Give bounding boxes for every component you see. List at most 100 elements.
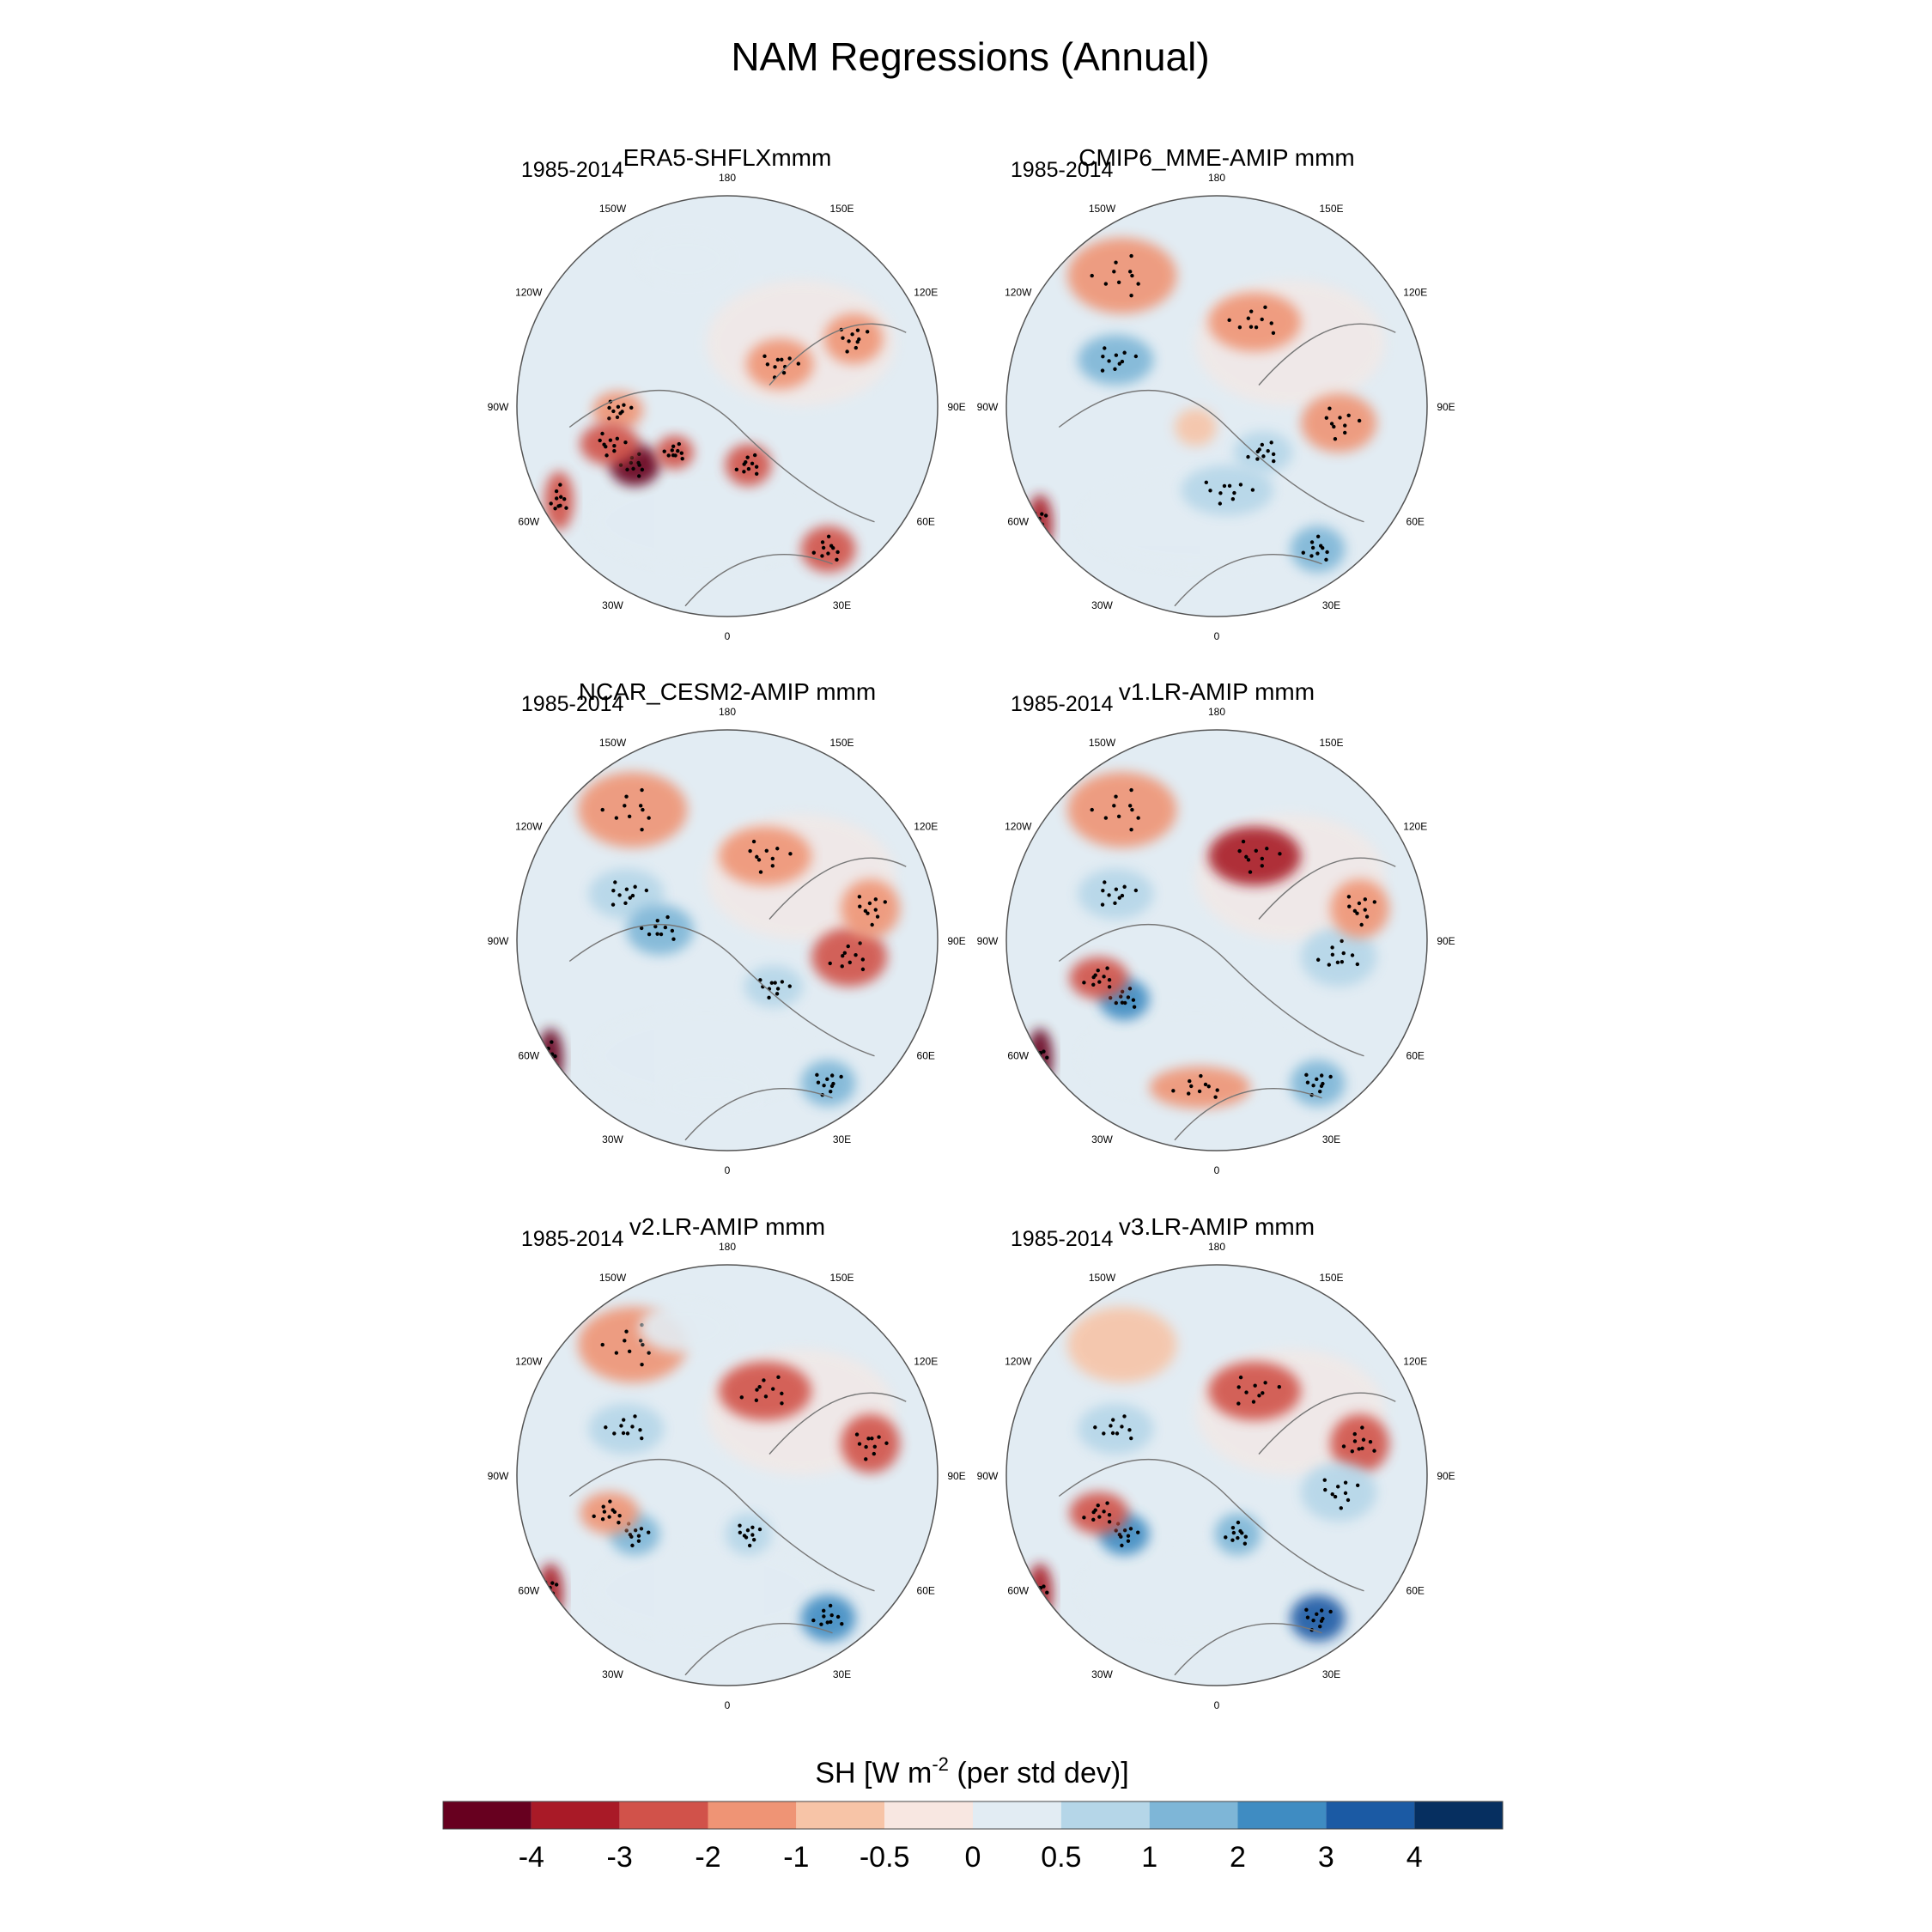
stipple-dot [752,453,757,458]
longitude-label: 30W [1091,1133,1113,1145]
stipple-dot [647,1351,651,1355]
longitude-label: 120E [914,821,938,833]
colorbar-swatch [796,1801,885,1829]
stipple-dot [1338,416,1342,420]
period-label: 1985-2014 [521,692,624,716]
stipple-dot [857,337,861,342]
stipple-dot [1100,902,1105,907]
stipple-dot [625,467,629,472]
colorbar-swatch [1149,1801,1238,1829]
stipple-dot [1114,887,1119,891]
stipple-dot [758,978,762,982]
stipple-dot [757,1527,762,1532]
stipple-dot [615,415,620,420]
stipple-dot [825,1077,829,1081]
anomaly-region [639,1303,732,1353]
stipple-dot [1189,1084,1194,1089]
longitude-label: 150E [1319,1272,1343,1284]
stipple-dot [1318,1090,1322,1094]
stipple-dot [820,554,824,558]
stipple-dot [780,357,784,362]
stipple-dot [829,544,834,548]
stipple-dot [550,1581,555,1585]
map-border [1005,729,1428,1151]
stipple-dot [1329,422,1334,426]
stipple-dot [625,1431,630,1436]
stipple-dot [1120,1425,1124,1429]
stipple-dot [734,467,739,472]
stipple-dot [1236,1401,1241,1406]
stipple-dot [1315,534,1321,538]
stipple-dot [1243,1534,1248,1539]
coastline [1258,323,1396,386]
stipple-dot [811,1618,816,1623]
stipple-dot [1127,270,1133,274]
stipple-dot [1132,1005,1137,1009]
longitude-label: 90E [1437,1470,1455,1482]
coastline [769,323,907,386]
stipple-dot [1105,1501,1109,1505]
stipple-dot [1122,1414,1127,1419]
stipple-dot [1263,305,1267,310]
stipple-dot [629,405,634,410]
map-border [516,1264,939,1686]
longitude-label: 120W [1005,821,1032,833]
stipple-dot [670,928,675,933]
stipple-dot [1321,1081,1325,1086]
anomaly-region [1301,393,1377,453]
stipple-dot [1236,1385,1241,1389]
stipple-dot [1197,1089,1202,1094]
stipple-dot [1036,1059,1041,1064]
stipple-dot [1355,911,1359,915]
stipple-dot [1361,1437,1366,1442]
stipple-dot [1346,895,1352,899]
stipple-dot [1246,454,1250,459]
stipple-dot [1309,554,1314,558]
coastline [1058,923,1364,1057]
stipple-dot [822,1083,826,1088]
longitude-label: 60E [917,1585,935,1597]
anomaly-region [1330,1413,1389,1473]
longitude-label: 30W [1091,1668,1113,1680]
field-band [590,475,823,568]
stipple-dot [1114,794,1118,799]
coastline [1174,1088,1322,1141]
stipple-dot [1091,975,1096,980]
panel-title: CMIP6_MME-AMIP mmm [1078,144,1355,171]
anomaly-region [1301,927,1377,987]
stipple-dot [1244,1390,1249,1394]
stipple-dot [608,1499,612,1504]
colorbar-tick-label: -2 [695,1841,720,1874]
stipple-dot [558,483,562,487]
stipple-dot [746,466,751,471]
stipple-dot [1359,922,1364,927]
anomaly-region [578,772,688,848]
stipple-dot [558,495,563,499]
stipple-dot [1107,977,1112,982]
stipple-dot [855,328,860,332]
stipple-dot [1315,1077,1319,1081]
stipple-dot [1301,550,1305,555]
stipple-dot [828,961,832,966]
stipple-dot [829,1613,834,1618]
colorbar-swatch [1326,1801,1415,1829]
stipple-dot [1227,483,1232,489]
stipple-dot [1363,897,1368,902]
stipple-dot [1341,951,1346,956]
stipple-dot [1120,893,1125,898]
stipple-dot [1122,884,1127,889]
stipple-dot [854,345,859,350]
stipple-dot [745,455,750,459]
stipple-dot [867,901,872,906]
stipple-dot [1136,816,1140,820]
stipple-dot [1131,998,1136,1002]
stipple-dot [1082,1516,1086,1520]
stipple-dot [754,1398,759,1402]
coastline [568,389,875,523]
stipple-dot [841,953,845,958]
longitude-label: 0 [1214,630,1220,642]
stipple-dot [636,460,641,465]
colorbar-tick-label: -4 [519,1841,544,1874]
stipple-dot [738,1530,743,1534]
